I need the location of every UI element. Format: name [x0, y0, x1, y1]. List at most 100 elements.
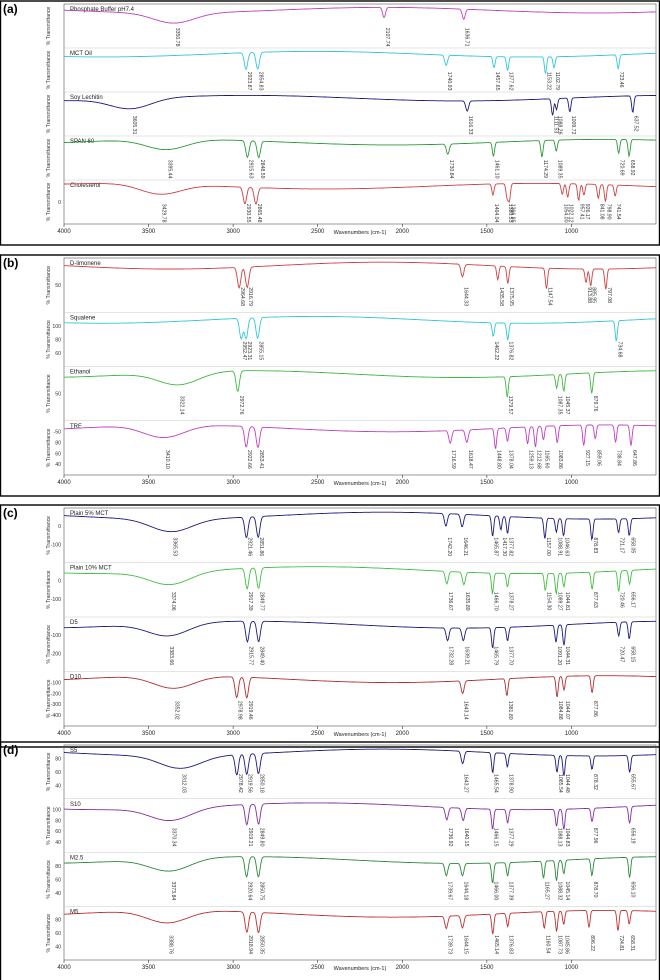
peak-label: 1376.83	[508, 935, 514, 954]
peak-label: 1160.54	[544, 935, 550, 953]
peak-label: 3429.78	[160, 204, 166, 223]
peak-label: 1088.26	[557, 116, 563, 135]
series-3: Ethanol % Transmittance 50 3322.14 2972.76 13…	[46, 366, 656, 415]
peak-label: 877.86	[592, 701, 598, 717]
peak-label: 1147.54	[547, 287, 553, 305]
peak-label: 720.46	[619, 592, 625, 608]
peak-label: 2850.18	[259, 774, 265, 793]
peak-label: 896.22	[589, 935, 595, 951]
y-tick-label: -300	[51, 702, 61, 708]
peak-label: 2853.41	[258, 450, 264, 469]
peak-label: 1377.29	[508, 828, 514, 847]
y-axis-label: % Transmittance	[46, 679, 52, 718]
series-name: Soy Lechitin	[70, 95, 103, 101]
peak-label: 2849.77	[259, 592, 265, 611]
panel-3: (c) 4000 3500 3000 2500 2000 1500 1000 Wavenumbe…	[0, 504, 660, 748]
peak-label: 1464.04	[493, 204, 499, 223]
series-4: TRF % Transmittance -50 80 60 40 3410.10 2922.6…	[46, 420, 657, 469]
peak-label: 1739.67	[446, 882, 452, 901]
x-tick-label: 3500	[142, 731, 156, 737]
peak-label: 3410.10	[164, 450, 170, 469]
peak-label: 741.54	[615, 204, 621, 220]
peak-label: 655.67	[630, 774, 636, 790]
y-axis-label: % Transmittance	[46, 806, 52, 845]
y-tick-label: 0	[58, 524, 61, 530]
x-axis-label: Wavenumbers (cm-1)	[334, 732, 387, 738]
series-3: M2.5 % Transmittance 80 60 40 3373.84 2920.64 2…	[46, 852, 656, 901]
peak-label: 1045.37	[564, 396, 570, 415]
peak-label: 798.90	[605, 204, 611, 220]
peak-label: 3352.02	[174, 701, 180, 720]
x-tick-label: 1500	[480, 480, 494, 486]
peak-label: 1465.79	[493, 646, 499, 665]
x-tick-label: 2000	[396, 731, 410, 737]
peak-label: 1435.58	[498, 287, 504, 306]
peak-label: 2848.59	[259, 160, 265, 179]
y-tick-label: 80	[55, 440, 61, 446]
panel-label: (a)	[3, 2, 18, 16]
series-name: Cholesterol	[70, 183, 100, 189]
series-2: Plain 10% MCT % Transmittance 0 -100 3374.06…	[46, 562, 657, 611]
peak-label: 3365.53	[171, 537, 177, 556]
peak-label: 1376.82	[508, 342, 514, 361]
peak-label: 1465.14	[493, 935, 499, 954]
x-tick-label: 3500	[142, 229, 156, 235]
y-axis-label: % Transmittance	[46, 95, 52, 134]
x-tick-label: 4000	[57, 731, 71, 737]
series-name: D-limonene	[70, 261, 101, 267]
series-line	[64, 50, 656, 75]
y-tick-label: 40	[55, 891, 61, 897]
peak-label: 1083.86	[557, 450, 563, 469]
y-axis-label: % Transmittance	[46, 428, 52, 467]
peak-label: 2919.21	[247, 828, 253, 847]
peak-label: 878.32	[592, 774, 598, 790]
peak-label: 1088.91	[556, 537, 562, 556]
peak-label: 2952.47	[241, 342, 247, 361]
peak-label: 3373.84	[170, 882, 176, 901]
peak-label: 877.96	[592, 828, 598, 844]
y-tick-label: 100	[52, 808, 61, 814]
peak-label: 1643.14	[463, 701, 469, 720]
peak-label: 3374.06	[170, 592, 176, 611]
y-axis-label: % Transmittance	[46, 752, 52, 791]
peak-label: 2854.83	[258, 72, 264, 91]
peak-label: 2915.63	[247, 160, 253, 179]
peak-label: 1742.20	[446, 537, 452, 556]
series-line	[64, 675, 656, 699]
series-line	[64, 261, 657, 290]
peak-label: 658.15	[629, 646, 635, 662]
peak-label: 1046.63	[564, 537, 570, 556]
series-line	[63, 511, 656, 541]
y-tick-label: 80	[55, 918, 61, 924]
x-tick-label: 2500	[311, 965, 325, 971]
series-line	[64, 370, 656, 398]
peak-label: 957.41	[579, 204, 585, 220]
peak-label: 2849.40	[259, 646, 265, 665]
peak-label: 3370.34	[171, 828, 177, 847]
x-axis-label: Wavenumbers (cm-1)	[334, 481, 387, 487]
y-tick-label: 60	[55, 829, 61, 835]
x-tick-label: 1000	[565, 229, 579, 235]
y-tick-label: 60	[55, 931, 61, 937]
x-tick-label: 3000	[226, 480, 240, 486]
series-name: TRF	[70, 424, 82, 430]
x-tick-label: 1500	[480, 965, 494, 971]
y-tick-label: -100	[51, 680, 61, 686]
y-tick-label: 40	[55, 783, 61, 789]
x-tick-label: 2500	[311, 229, 325, 235]
peak-label: 2850.75	[258, 882, 264, 901]
peak-label: 2972.76	[238, 396, 244, 415]
series-1: D-limonene % Transmittance 50 2964.68 2916.7…	[46, 261, 657, 306]
series-3: D5 % Transmittance-100 -200 3383.66 2915.77 2…	[46, 616, 656, 665]
peak-label: 1465.87	[493, 537, 499, 556]
peak-label: 1091.20	[556, 646, 562, 665]
peak-label: 1379.57	[507, 396, 513, 415]
peak-label: 1646.21	[462, 537, 468, 556]
y-tick-label: 80	[55, 337, 61, 343]
peak-label: 885.95	[591, 287, 597, 303]
x-tick-label: 2000	[396, 480, 410, 486]
peak-label: 1054.00	[562, 204, 568, 223]
peak-label: 1259.13	[528, 450, 534, 469]
y-tick-label: 80	[55, 864, 61, 870]
